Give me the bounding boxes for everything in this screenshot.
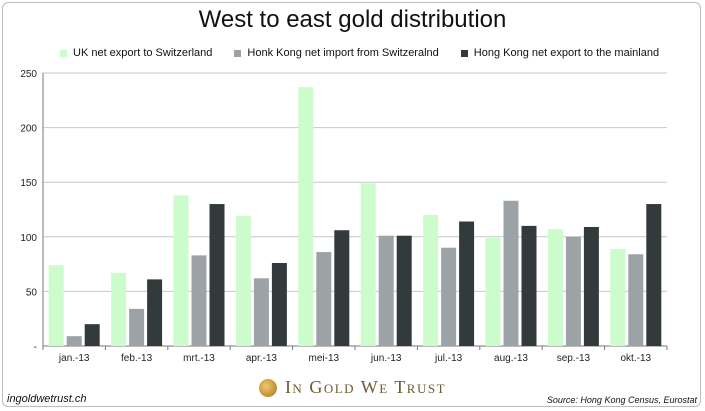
- bar: [378, 235, 394, 346]
- brand: In Gold We Trust: [0, 377, 705, 398]
- bar: [547, 229, 563, 346]
- chart-title: West to east gold distribution: [198, 6, 507, 33]
- bar: [334, 230, 350, 346]
- legend-item-hk-export: Hong Kong net export to the mainland: [460, 47, 660, 59]
- bar: [628, 254, 644, 346]
- chart-legend: UK net export to Switzerland Honk Kong n…: [60, 47, 680, 59]
- bar: [459, 221, 475, 346]
- bar: [111, 272, 127, 346]
- x-tick-label: jan.-13: [58, 353, 90, 364]
- x-tick-label: mrt.-13: [183, 353, 215, 364]
- bar: [271, 263, 287, 346]
- bar: [316, 252, 332, 346]
- y-tick-label: 200: [20, 124, 37, 135]
- website-label: ingoldwetrust.ch: [7, 393, 87, 405]
- legend-item-uk: UK net export to Switzerland: [60, 47, 212, 59]
- bar: [191, 255, 207, 346]
- legend-label-hk-import: Honk Kong net import from Switzeralnd: [247, 47, 439, 59]
- y-tick-label: 250: [20, 69, 37, 80]
- bar: [147, 279, 163, 346]
- brand-name: In Gold We Trust: [284, 377, 447, 397]
- y-tick-label: -: [34, 342, 37, 353]
- bar: [423, 214, 439, 346]
- bar: [565, 236, 581, 346]
- gold-coin-icon: [258, 378, 277, 397]
- bar: [298, 87, 314, 347]
- x-tick-label: mei-13: [309, 353, 340, 364]
- x-tick-label: sep.-13: [557, 353, 591, 364]
- legend-swatch-uk: [60, 49, 67, 57]
- legend-label-hk-export: Hong Kong net export to the mainland: [473, 47, 660, 59]
- bar: [48, 265, 64, 346]
- bar: [396, 235, 412, 346]
- y-tick-label: 150: [20, 178, 37, 189]
- bar: [646, 204, 662, 346]
- bar: [235, 216, 251, 346]
- bar: [441, 247, 457, 346]
- bar: [129, 308, 145, 346]
- legend-swatch-hk-import: [234, 49, 242, 57]
- legend-label-uk: UK net export to Switzerland: [73, 47, 213, 59]
- y-tick-label: 100: [20, 233, 37, 244]
- bar: [360, 183, 376, 346]
- bar: [253, 278, 269, 346]
- legend-item-hk-import: Honk Kong net import from Switzeralnd: [234, 47, 439, 59]
- bar: [66, 336, 82, 346]
- x-tick-label: jun.-13: [370, 353, 402, 364]
- x-tick-label: okt.-13: [621, 353, 652, 364]
- legend-swatch-hk-export: [460, 49, 468, 57]
- x-tick-label: jul.-13: [434, 353, 463, 364]
- bar: [610, 248, 626, 346]
- y-tick-label: 50: [26, 287, 38, 298]
- x-tick-label: aug.-13: [494, 353, 528, 364]
- bar: [503, 200, 519, 346]
- bar: [84, 324, 100, 346]
- bar: [209, 204, 225, 346]
- bar: [173, 195, 189, 346]
- bar: [485, 237, 501, 346]
- x-tick-label: feb.-13: [121, 353, 153, 364]
- bar: [583, 226, 599, 346]
- bar: [521, 225, 537, 346]
- x-tick-label: apr.-13: [246, 353, 278, 364]
- source-label: Source: Hong Kong Census, Eurostat: [546, 395, 697, 405]
